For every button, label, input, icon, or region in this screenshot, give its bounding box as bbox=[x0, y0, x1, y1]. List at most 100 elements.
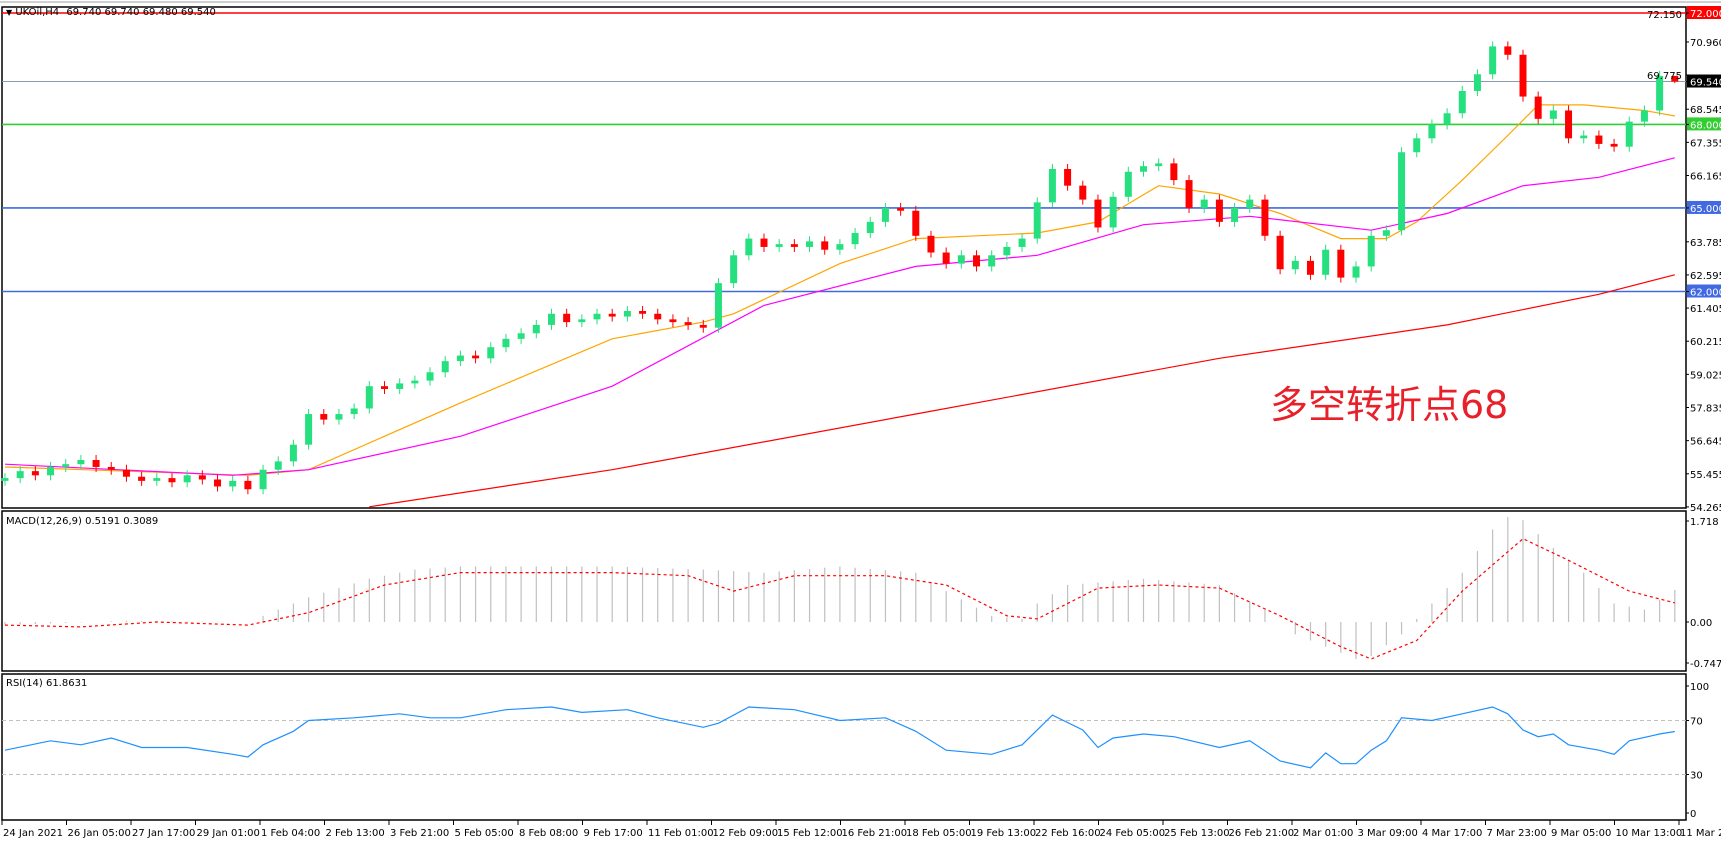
candle-body[interactable] bbox=[881, 207, 889, 222]
candle-body[interactable] bbox=[957, 255, 965, 264]
candle-body[interactable] bbox=[16, 471, 24, 479]
candle-body[interactable] bbox=[1367, 235, 1375, 267]
candle-body[interactable] bbox=[487, 347, 495, 359]
candle-body[interactable] bbox=[532, 324, 540, 334]
candle-body[interactable] bbox=[790, 244, 798, 247]
candle-body[interactable] bbox=[654, 313, 662, 320]
candle-body[interactable] bbox=[1124, 171, 1132, 197]
candle-body[interactable] bbox=[107, 466, 115, 470]
candle-body[interactable] bbox=[988, 255, 996, 267]
candle-body[interactable] bbox=[547, 313, 555, 325]
candle-body[interactable] bbox=[259, 469, 267, 490]
candle-body[interactable] bbox=[1504, 46, 1512, 55]
candle-body[interactable] bbox=[1306, 260, 1314, 275]
candle-body[interactable] bbox=[1489, 46, 1497, 75]
candle-body[interactable] bbox=[1382, 230, 1390, 236]
candle-body[interactable] bbox=[456, 355, 464, 362]
candle-body[interactable] bbox=[714, 283, 722, 328]
candle-body[interactable] bbox=[1185, 180, 1193, 208]
candle-body[interactable] bbox=[1625, 121, 1633, 147]
candle-body[interactable] bbox=[1018, 238, 1026, 247]
candle-body[interactable] bbox=[472, 355, 480, 359]
candle-body[interactable] bbox=[426, 372, 434, 381]
candle-body[interactable] bbox=[1656, 75, 1664, 111]
candle-body[interactable] bbox=[320, 414, 328, 420]
candle-body[interactable] bbox=[1458, 90, 1466, 114]
candle-body[interactable] bbox=[608, 313, 616, 317]
candle-body[interactable] bbox=[1170, 163, 1178, 181]
candle-body[interactable] bbox=[1003, 246, 1011, 256]
candle-body[interactable] bbox=[138, 476, 146, 481]
candle-body[interactable] bbox=[821, 241, 829, 250]
collapse-triangle-icon[interactable]: ▼ bbox=[6, 8, 13, 17]
candle-body[interactable] bbox=[1610, 143, 1618, 147]
candle-body[interactable] bbox=[289, 444, 297, 462]
candle-body[interactable] bbox=[1, 478, 9, 481]
candle-body[interactable] bbox=[77, 459, 85, 465]
candle-body[interactable] bbox=[1155, 163, 1163, 167]
candle-body[interactable] bbox=[1322, 249, 1330, 275]
candle-body[interactable] bbox=[639, 310, 647, 314]
candle-body[interactable] bbox=[1352, 266, 1360, 278]
candle-body[interactable] bbox=[851, 233, 859, 245]
candle-body[interactable] bbox=[623, 310, 631, 317]
candle-body[interactable] bbox=[1580, 135, 1588, 139]
candle-body[interactable] bbox=[836, 244, 844, 250]
candle-body[interactable] bbox=[1549, 110, 1557, 119]
candle-body[interactable] bbox=[578, 319, 586, 323]
candle-body[interactable] bbox=[517, 333, 525, 339]
candle-body[interactable] bbox=[198, 475, 206, 480]
candle-body[interactable] bbox=[47, 466, 55, 476]
candle-body[interactable] bbox=[441, 361, 449, 373]
candle-body[interactable] bbox=[92, 459, 100, 467]
candle-body[interactable] bbox=[1231, 207, 1239, 222]
candle-body[interactable] bbox=[1140, 166, 1147, 172]
candle-body[interactable] bbox=[381, 386, 388, 389]
candle-body[interactable] bbox=[1079, 185, 1087, 200]
candle-body[interactable] bbox=[1595, 135, 1603, 144]
price-pane[interactable] bbox=[1, 12, 1687, 508]
candle-body[interactable] bbox=[1534, 96, 1542, 119]
candle-body[interactable] bbox=[502, 338, 510, 348]
candle-body[interactable] bbox=[912, 210, 920, 236]
candle-body[interactable] bbox=[745, 238, 753, 256]
candle-body[interactable] bbox=[1640, 110, 1648, 122]
candle-body[interactable] bbox=[1246, 199, 1254, 208]
candle-body[interactable] bbox=[122, 469, 130, 477]
candle-body[interactable] bbox=[183, 475, 191, 483]
candle-body[interactable] bbox=[274, 461, 282, 470]
candle-body[interactable] bbox=[214, 479, 222, 487]
candle-body[interactable] bbox=[1565, 110, 1573, 139]
rsi-pane[interactable] bbox=[2, 706, 1686, 775]
candle-body[interactable] bbox=[62, 464, 70, 467]
candle-body[interactable] bbox=[305, 414, 313, 445]
candle-body[interactable] bbox=[669, 319, 677, 323]
candle-body[interactable] bbox=[1200, 199, 1208, 208]
candle-body[interactable] bbox=[335, 414, 343, 420]
candle-body[interactable] bbox=[1291, 260, 1299, 270]
candle-body[interactable] bbox=[229, 480, 237, 487]
candle-body[interactable] bbox=[927, 235, 935, 253]
candle-body[interactable] bbox=[730, 255, 738, 284]
candle-body[interactable] bbox=[973, 255, 981, 267]
candle-body[interactable] bbox=[350, 408, 358, 415]
candle-body[interactable] bbox=[31, 471, 39, 476]
candle-body[interactable] bbox=[1215, 199, 1223, 222]
candle-body[interactable] bbox=[1473, 74, 1481, 91]
candle-body[interactable] bbox=[775, 244, 783, 247]
candle-body[interactable] bbox=[1261, 199, 1269, 236]
candle-body[interactable] bbox=[365, 386, 373, 409]
candle-body[interactable] bbox=[866, 221, 874, 234]
candle-body[interactable] bbox=[806, 241, 814, 247]
candle-body[interactable] bbox=[411, 380, 419, 384]
candle-body[interactable] bbox=[563, 313, 571, 323]
candle-body[interactable] bbox=[1064, 168, 1072, 186]
candle-body[interactable] bbox=[1094, 199, 1102, 228]
candle-body[interactable] bbox=[244, 480, 252, 490]
candle-body[interactable] bbox=[1519, 54, 1527, 97]
candle-body[interactable] bbox=[1413, 138, 1421, 153]
candle-body[interactable] bbox=[699, 324, 707, 328]
candle-body[interactable] bbox=[168, 478, 176, 483]
candle-body[interactable] bbox=[1033, 202, 1041, 239]
